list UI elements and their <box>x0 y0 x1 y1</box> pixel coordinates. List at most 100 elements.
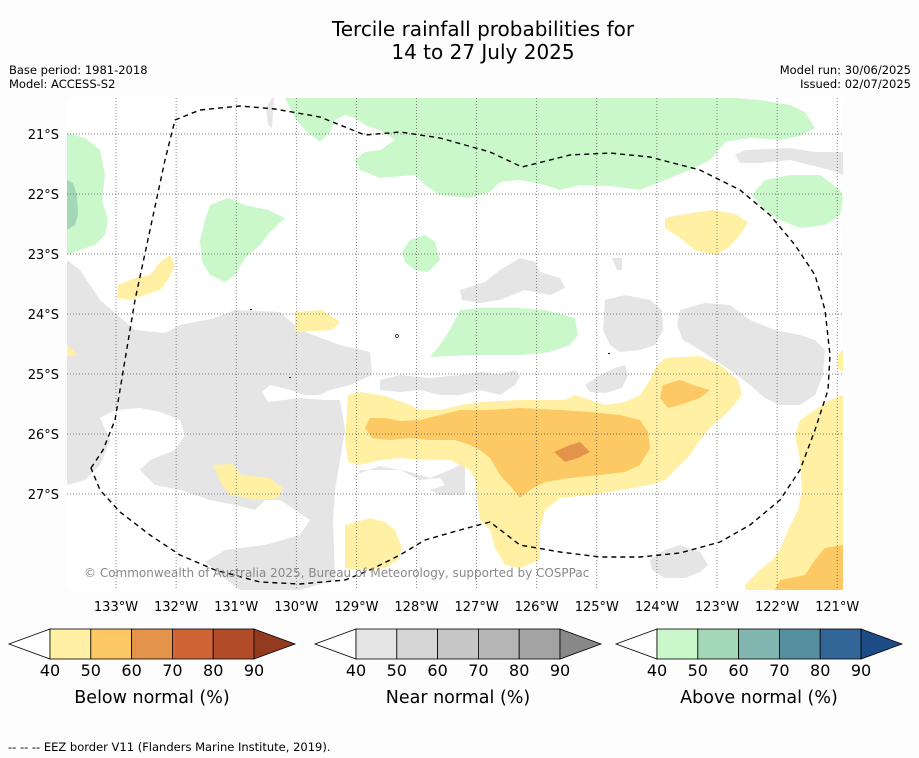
above-region-left-edge <box>67 133 108 255</box>
below-region-lower <box>345 518 402 570</box>
colorbar-tick: 80 <box>810 661 830 680</box>
colorbar-tick: 60 <box>427 661 447 680</box>
title-line-2: 14 to 27 July 2025 <box>391 40 575 64</box>
above-region-west-blob <box>200 198 285 282</box>
colorbar-tick: 70 <box>468 661 488 680</box>
below-60-regions <box>365 380 843 590</box>
colorbar-tick: 40 <box>346 661 366 680</box>
lon-label: 127°W <box>455 600 499 615</box>
colorbar-tick: 40 <box>40 661 60 680</box>
colorbar-segment <box>697 628 739 660</box>
near-normal-regions <box>67 98 843 590</box>
eez-legend-note: -- -- -- EEZ border V11 (Flanders Marine… <box>8 740 331 754</box>
colorbar-tick: 50 <box>387 661 407 680</box>
below-region-edge-2 <box>838 350 843 372</box>
colorbar-3: 40 50 60 70 80 90 Above normal (%) <box>614 628 904 708</box>
colorbar-under-arrow <box>614 628 658 660</box>
colorbar-tick: 80 <box>203 661 223 680</box>
colorbar-segment <box>819 628 862 660</box>
colorbar-segment <box>477 628 520 660</box>
near-region-east-small <box>585 365 628 393</box>
colorbar-segment <box>131 628 173 660</box>
colorbar-tick: 60 <box>728 661 748 680</box>
colorbar-tick: 70 <box>769 661 789 680</box>
near-region-top-right <box>735 148 843 175</box>
speck-2 <box>250 309 252 310</box>
colorbars: 40 50 60 70 80 90 Below normal (%) 40 50 60 70 80 90… <box>7 628 904 708</box>
colorbar-over-arrow <box>559 628 603 660</box>
lon-label: 131°W <box>214 600 258 615</box>
colorbar-under-arrow <box>313 628 357 660</box>
lon-label: 129°W <box>334 600 378 615</box>
colorbar-tick: 50 <box>688 661 708 680</box>
colorbar-segment <box>90 628 133 660</box>
near-region-far-east <box>677 303 825 405</box>
speck-3 <box>608 353 610 354</box>
colorbar-segment <box>738 628 780 660</box>
colorbar-tick: 70 <box>162 661 182 680</box>
latitude-labels: 21°S 22°S 23°S 24°S 25°S 26°S 27°S <box>28 128 59 503</box>
map-area: © Commonwealth of Australia 2025, Bureau… <box>67 98 843 590</box>
colorbar-segment <box>396 628 438 660</box>
colorbar-segment <box>355 628 398 660</box>
lat-label: 21°S <box>28 128 59 143</box>
lon-label: 125°W <box>575 600 619 615</box>
below-60-main <box>365 408 650 498</box>
above-region-small <box>402 235 440 272</box>
lon-label: 130°W <box>274 600 318 615</box>
lat-label: 26°S <box>28 428 59 443</box>
above-region-center <box>430 308 578 357</box>
colorbar-segment <box>656 628 699 660</box>
near-region-topleft-sliver <box>266 98 274 128</box>
lon-label: 124°W <box>635 600 679 615</box>
colorbar-segment <box>518 628 561 660</box>
near-region-center-strip <box>380 370 520 395</box>
above-60-region <box>67 180 78 230</box>
colorbar-tick: 50 <box>81 661 101 680</box>
title-line-1: Tercile rainfall probabilities for <box>331 17 635 41</box>
colorbar-over-arrow <box>253 628 297 660</box>
below-region-far-east <box>745 395 843 590</box>
colorbar-tick: 90 <box>550 661 570 680</box>
colorbar-tick: 80 <box>509 661 529 680</box>
colorbar-title: Below normal (%) <box>74 688 229 708</box>
near-region-west <box>67 260 372 590</box>
lat-label: 27°S <box>28 488 59 503</box>
issued-date: Issued: 02/07/2025 <box>800 77 911 91</box>
longitude-labels: 133°W 132°W 131°W 130°W 129°W 128°W 127°W 126°W… <box>94 600 860 615</box>
colorbar-tick: 90 <box>851 661 871 680</box>
above-region-right <box>752 175 843 228</box>
colorbar-under-arrow <box>7 628 51 660</box>
graticule <box>67 98 843 590</box>
lon-label: 126°W <box>515 600 559 615</box>
below-region-edge-1 <box>67 345 78 356</box>
colorbar-segment <box>437 628 479 660</box>
below-region-west <box>213 464 283 500</box>
model-name: Model: ACCESS-S2 <box>9 77 116 91</box>
copyright-text: © Commonwealth of Australia 2025, Bureau… <box>84 566 589 580</box>
lon-label: 121°W <box>815 600 859 615</box>
near-region-east-blob <box>603 295 663 352</box>
meta-left: Base period: 1981-2018 Model: ACCESS-S2 <box>9 63 148 91</box>
colorbar-segment <box>171 628 214 660</box>
below-60-far-east <box>775 545 843 590</box>
colorbar-over-arrow <box>860 628 904 660</box>
chart-title: Tercile rainfall probabilities for 14 to… <box>0 18 919 64</box>
lon-label: 123°W <box>695 600 739 615</box>
colorbar-segment <box>212 628 255 660</box>
colorbar-tick: 90 <box>244 661 264 680</box>
lon-label: 133°W <box>94 600 138 615</box>
lon-label: 122°W <box>755 600 799 615</box>
below-region-small-2 <box>117 255 175 300</box>
speck-4 <box>289 377 291 378</box>
colorbar-tick: 40 <box>647 661 667 680</box>
below-60-east <box>660 380 710 408</box>
near-region-small-dot <box>612 258 622 270</box>
below-region-east <box>665 210 748 255</box>
eez-border <box>90 105 831 585</box>
speck-1 <box>395 334 399 338</box>
colorbar-2: 40 50 60 70 80 90 Near normal (%) <box>313 628 603 708</box>
near-region-bottom-right <box>650 545 708 578</box>
colorbar-segment <box>49 628 92 660</box>
